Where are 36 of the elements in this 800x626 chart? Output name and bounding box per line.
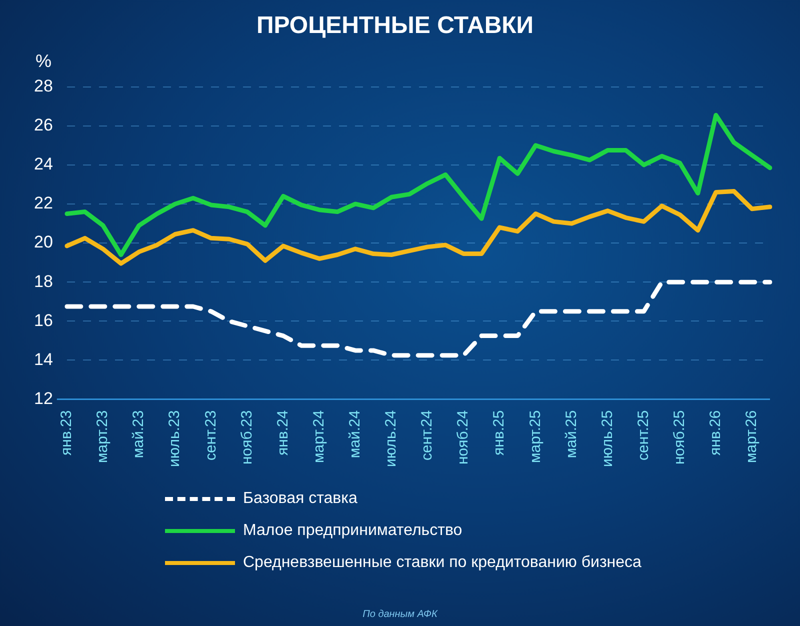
y-axis-title: % <box>35 50 52 71</box>
legend-label: Базовая ставка <box>243 490 358 508</box>
x-tick-label: март.26 <box>743 410 760 464</box>
x-tick-label: март.23 <box>94 410 112 464</box>
x-tick-label: нояб.24 <box>454 410 472 464</box>
x-tick-label: июль.23 <box>166 410 184 467</box>
y-tick-label: 24 <box>34 154 53 174</box>
x-tick-label: июль.25 <box>598 410 616 467</box>
x-tick-label: май.24 <box>346 410 364 458</box>
legend-label: Малое предпринимательство <box>243 522 462 540</box>
x-tick-label: май.23 <box>130 410 148 458</box>
x-tick-label: нояб.23 <box>238 410 256 464</box>
y-tick-label: 14 <box>34 350 53 369</box>
x-tick-label: сент.23 <box>202 410 220 460</box>
x-tick-label: янв.23 <box>58 410 76 456</box>
x-tick-label: сент.25 <box>634 410 652 460</box>
y-tick-label: 20 <box>34 232 53 252</box>
chart-title: ПРОЦЕНТНЫЕ СТАВКИ <box>256 12 534 40</box>
y-tick-label: 18 <box>34 272 53 291</box>
y-tick-label: 22 <box>34 194 53 213</box>
y-tick-label: 28 <box>34 76 53 96</box>
x-tick-label: янв.24 <box>274 410 292 456</box>
x-tick-label: май.25 <box>562 410 580 458</box>
x-tick-label: янв.25 <box>490 410 508 456</box>
y-tick-label: 16 <box>34 310 53 330</box>
y-tick-label: 26 <box>34 116 53 135</box>
y-tick-label: 12 <box>34 388 53 408</box>
x-tick-label: янв.26 <box>707 410 724 456</box>
x-tick-label: сент.24 <box>418 410 436 460</box>
x-tick-label: нояб.25 <box>671 410 688 464</box>
x-tick-label: июль.24 <box>382 410 400 467</box>
x-tick-label: март.24 <box>310 410 328 464</box>
x-tick-label: март.25 <box>526 410 544 464</box>
line-series <box>64 280 772 358</box>
legend-label: Средневзвешенные ставки по кредитованию бизнеса <box>243 554 642 572</box>
text: По данным АФК <box>362 609 439 620</box>
